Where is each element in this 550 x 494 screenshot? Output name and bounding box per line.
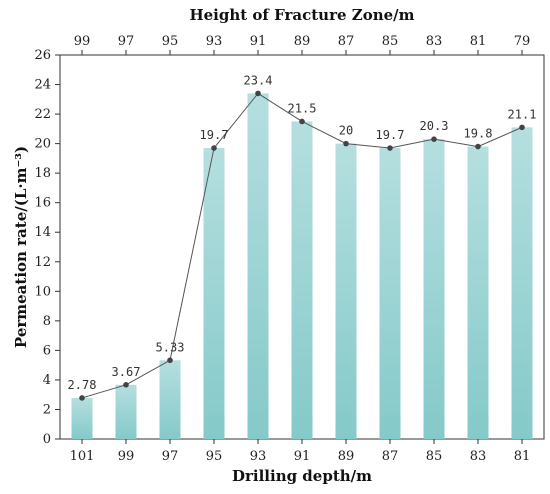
- data-label: 23.4: [244, 73, 273, 87]
- x-tick-label: 81: [514, 449, 531, 464]
- top-axis-title: Height of Fracture Zone/m: [189, 6, 414, 24]
- series-point: [343, 140, 349, 147]
- bar: [379, 148, 401, 440]
- x-tick-label: 89: [338, 449, 355, 464]
- series-point: [255, 90, 261, 97]
- y-tick-label: 2: [43, 402, 51, 417]
- data-labels: 2.78 3.67 5.33 19.7 23.4 21.5 20 19.7 20.3 19.8 21…: [68, 73, 537, 392]
- y-tick-label: 14: [34, 225, 51, 240]
- data-label: 19.8: [464, 127, 493, 141]
- y-tick-label: 6: [43, 343, 51, 358]
- series-point: [299, 118, 305, 125]
- bar: [423, 139, 445, 439]
- bar: [203, 148, 225, 440]
- top-tick-label: 81: [470, 34, 487, 49]
- series-point: [123, 381, 129, 388]
- series-point: [79, 395, 85, 401]
- y-tick-label: 16: [34, 196, 51, 211]
- series-point: [211, 145, 217, 151]
- top-tick-label: 97: [118, 34, 135, 49]
- series-point: [167, 357, 173, 364]
- y-axis-title: Permeation rate/(L·m⁻³): [12, 146, 30, 348]
- y-tick-label: 20: [34, 137, 51, 152]
- data-label: 19.7: [376, 128, 405, 142]
- bar: [335, 143, 357, 439]
- top-tick-label: 91: [250, 34, 267, 49]
- series-point: [475, 143, 481, 150]
- top-tick-label: 89: [294, 34, 311, 49]
- data-label: 5.33: [156, 340, 185, 354]
- series-point: [519, 124, 525, 131]
- top-tick-label: 95: [162, 34, 179, 49]
- bar: [511, 127, 533, 439]
- y-tick-label: 8: [43, 314, 51, 329]
- data-label: 3.67: [112, 365, 141, 379]
- y-tick-label: 22: [34, 107, 51, 122]
- x-tick-label: 83: [470, 449, 487, 464]
- x-axis-ticks: 101 99 97 95 93 91 89 87 85 83 81: [70, 439, 531, 464]
- top-tick-label: 99: [74, 34, 91, 49]
- x-tick-label: 87: [382, 449, 399, 464]
- y-tick-label: 10: [34, 284, 51, 299]
- top-tick-label: 87: [338, 34, 355, 49]
- bar: [291, 121, 313, 439]
- y-tick-label: 26: [34, 48, 51, 63]
- x-tick-label: 95: [206, 449, 223, 464]
- data-label: 19.7: [200, 128, 229, 142]
- series-point: [431, 136, 437, 142]
- top-tick-label: 79: [514, 34, 531, 49]
- top-tick-label: 85: [382, 34, 399, 49]
- y-tick-label: 24: [34, 78, 51, 93]
- data-label: 21.5: [288, 101, 317, 115]
- y-tick-label: 0: [43, 432, 51, 447]
- top-tick-label: 83: [426, 34, 443, 49]
- bar: [467, 146, 489, 440]
- y-tick-label: 4: [43, 373, 51, 388]
- x-tick-label: 99: [118, 449, 135, 464]
- bar: [115, 384, 137, 439]
- x-axis-title: Drilling depth/m: [232, 467, 372, 485]
- y-tick-label: 18: [34, 166, 51, 181]
- series-point: [387, 145, 393, 151]
- bar: [247, 93, 269, 440]
- top-axis-ticks: 99 97 95 93 91 89 87 85 83 81 79: [74, 34, 531, 55]
- bars: [71, 93, 533, 440]
- x-tick-label: 91: [294, 449, 311, 464]
- bar: [71, 397, 93, 439]
- top-tick-label: 93: [206, 34, 223, 49]
- x-tick-label: 97: [162, 449, 179, 464]
- bar: [159, 360, 181, 439]
- data-label: 20.3: [420, 119, 449, 133]
- y-tick-label: 12: [34, 255, 51, 270]
- x-tick-label: 101: [70, 449, 95, 464]
- x-tick-label: 85: [426, 449, 443, 464]
- data-label: 20: [339, 124, 353, 138]
- x-tick-label: 93: [250, 449, 267, 464]
- series-points: [79, 90, 525, 401]
- data-label: 2.78: [68, 378, 97, 392]
- data-label: 21.1: [508, 107, 537, 121]
